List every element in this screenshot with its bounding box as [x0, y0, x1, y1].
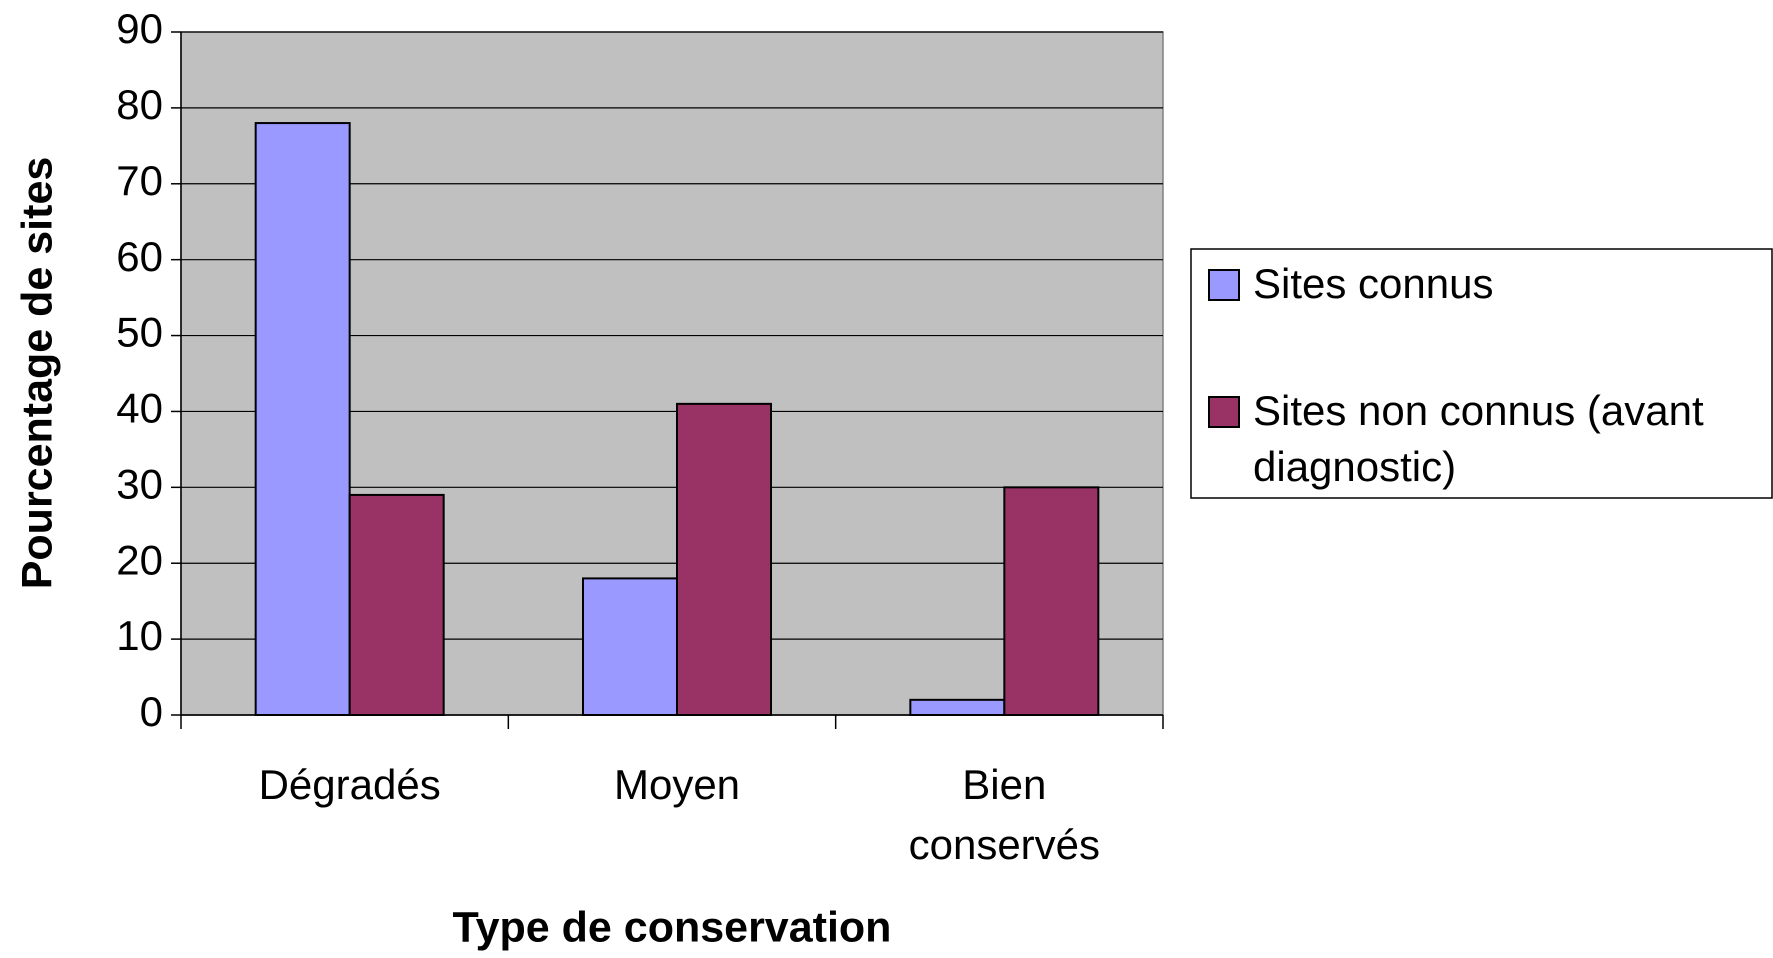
x-tick-label: Moyen: [613, 761, 741, 808]
bar: [582, 577, 678, 717]
x-tick-label: Dégradés: [258, 761, 441, 808]
y-axis-title: Pourcentage de sites: [13, 157, 61, 590]
legend-swatch: [1208, 396, 1240, 428]
bar: [254, 122, 351, 717]
legend-label: Sites non connus (avant diagnostic): [1253, 387, 1704, 490]
legend-box: [1190, 248, 1773, 499]
y-tick-label: 40: [116, 385, 163, 432]
y-tick-label: 80: [116, 81, 163, 128]
y-tick-label: 50: [116, 309, 163, 356]
x-axis-title: Type de conservation: [453, 903, 892, 951]
bar: [348, 493, 445, 716]
y-tick-label: 70: [116, 157, 163, 204]
bar: [909, 698, 1006, 716]
bar: [676, 402, 772, 716]
y-tick-label: 60: [116, 233, 163, 280]
legend-swatch: [1208, 269, 1240, 301]
bar: [1003, 486, 1100, 717]
y-tick-label: 30: [116, 460, 163, 507]
y-tick-label: 10: [116, 612, 163, 659]
y-tick-label: 20: [116, 536, 163, 583]
y-tick-label: 0: [140, 688, 163, 735]
y-tick-label: 90: [116, 5, 163, 52]
x-tick-label: Bien conservés: [908, 761, 1101, 868]
legend-label: Sites connus: [1253, 260, 1494, 307]
